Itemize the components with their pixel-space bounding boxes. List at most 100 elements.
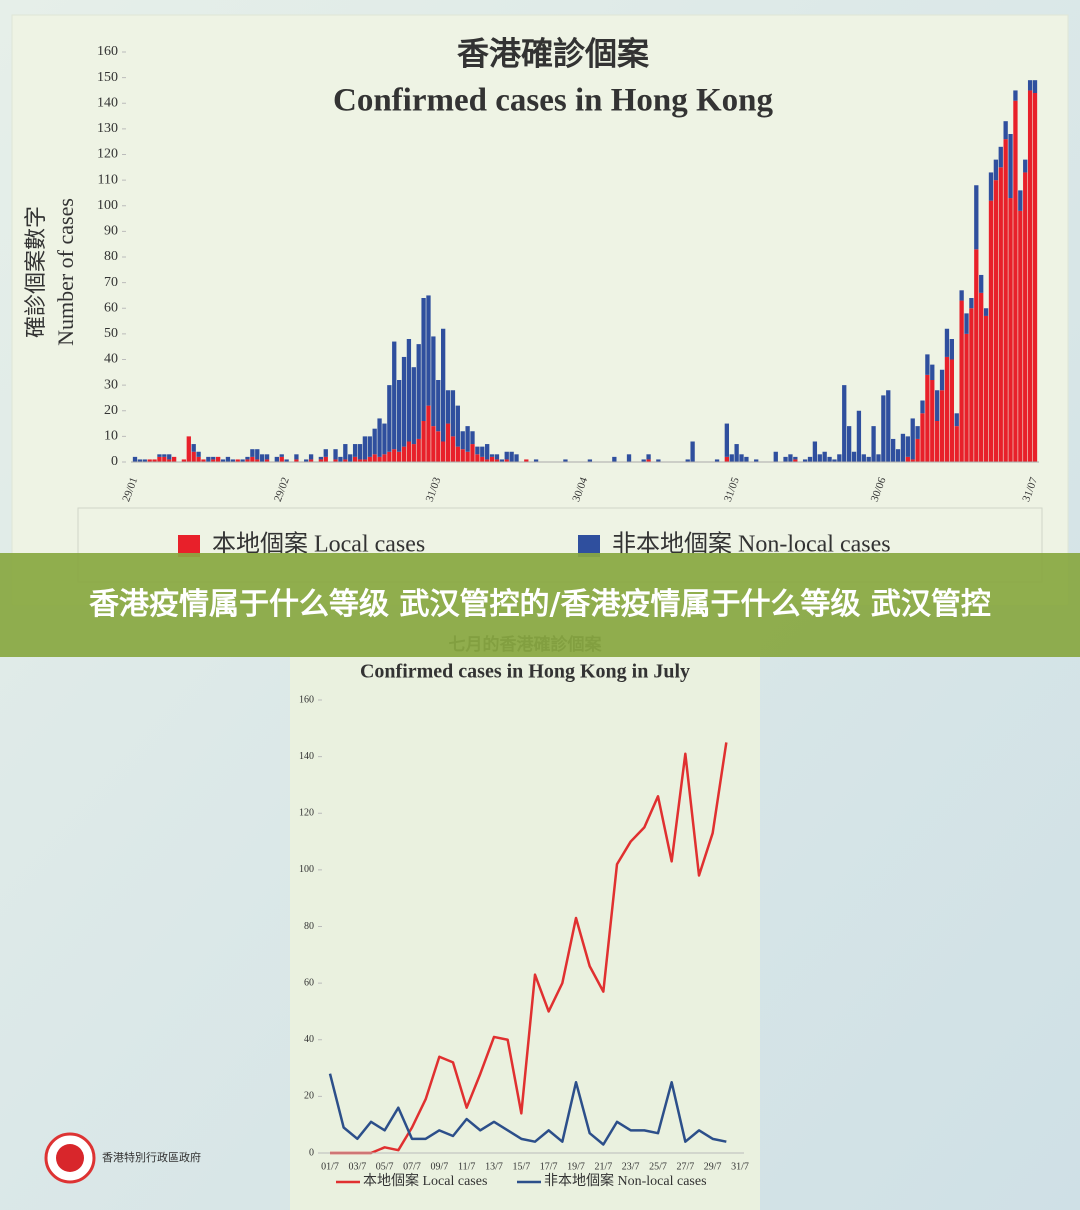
bar-segment <box>1003 139 1008 462</box>
bar-segment <box>284 459 289 462</box>
bar-segment <box>891 438 896 462</box>
bar-segment <box>480 456 485 462</box>
bar-segment <box>944 328 950 357</box>
bar-segment <box>910 418 915 460</box>
bar-segment <box>137 459 143 462</box>
bar-segment <box>494 459 500 462</box>
bar-segment <box>489 456 495 462</box>
bar-segment <box>832 459 837 462</box>
bar-segment <box>406 441 412 462</box>
y-axis-label: Number of cases <box>53 198 78 346</box>
bar-segment <box>455 446 460 462</box>
bar-segment <box>1027 90 1033 462</box>
x-tick-label: 23/7 <box>622 1161 640 1172</box>
bar-segment <box>157 456 162 462</box>
bar-segment <box>167 454 172 460</box>
bar-segment <box>822 451 827 462</box>
bar-segment <box>304 459 309 462</box>
y-tick-label: 60 <box>104 300 118 315</box>
bar-segment <box>935 421 940 462</box>
bar-segment <box>245 456 250 460</box>
bar-segment <box>1018 210 1023 462</box>
bar-segment <box>220 459 226 462</box>
y-tick-label: 120 <box>299 808 314 819</box>
bar-segment <box>974 185 979 250</box>
bar-segment <box>264 459 270 462</box>
bar-segment <box>475 454 480 462</box>
bar-segment <box>563 459 568 462</box>
y-tick-label: 40 <box>104 352 118 367</box>
bar-segment <box>866 456 871 462</box>
bar-segment <box>225 456 231 462</box>
bar-segment <box>470 444 475 462</box>
bar-segment <box>876 454 881 462</box>
y-tick-label: 60 <box>304 977 314 988</box>
bar-segment <box>445 390 451 424</box>
y-tick-label: 130 <box>97 121 118 136</box>
legend-swatch <box>178 535 200 557</box>
bar-segment <box>162 456 167 462</box>
bar-segment <box>842 385 847 462</box>
bar-segment <box>734 444 739 462</box>
bar-segment <box>494 454 500 460</box>
bar-segment <box>783 456 788 462</box>
bar-segment <box>338 456 343 462</box>
bar-segment <box>690 441 695 462</box>
bar-segment <box>886 390 891 462</box>
bar-segment <box>895 449 901 462</box>
bar-segment <box>587 459 593 462</box>
bar-segment <box>333 449 338 460</box>
bar-segment <box>480 446 485 457</box>
y-tick-label: 90 <box>104 224 118 239</box>
y-tick-label: 20 <box>104 403 118 418</box>
bar-segment <box>382 423 387 455</box>
bar-segment <box>308 454 314 460</box>
bar-segment <box>920 400 925 414</box>
bar-segment <box>367 436 372 457</box>
bar-segment <box>255 449 260 460</box>
banner: 香港疫情属于什么等级 武汉管控的/香港疫情属于什么等级 武汉管控 <box>0 553 1080 657</box>
bar-segment <box>450 390 456 437</box>
bar-segment <box>793 456 798 460</box>
bar-segment <box>939 390 945 462</box>
bar-segment <box>646 459 651 462</box>
bar-segment <box>436 380 441 432</box>
bar-segment <box>387 385 392 452</box>
y-tick-label: 140 <box>299 751 314 762</box>
bar-segment <box>983 315 989 462</box>
bar-segment <box>445 423 451 462</box>
bar-segment <box>802 459 808 462</box>
bar-segment <box>827 456 832 462</box>
bar-segment <box>167 459 172 462</box>
y-axis-label: 確診個案數字 <box>23 206 48 338</box>
bar-segment <box>1023 159 1028 173</box>
bar-segment <box>396 380 402 452</box>
x-tick-label: 27/7 <box>676 1161 694 1172</box>
bar-segment <box>773 451 778 462</box>
bar-segment <box>949 339 954 360</box>
bar-segment <box>837 454 842 462</box>
bar-segment <box>235 459 240 462</box>
bar-segment <box>925 374 930 462</box>
bar-segment <box>294 459 299 462</box>
bar-segment <box>372 454 377 462</box>
bar-segment <box>724 456 729 462</box>
bar-segment <box>416 438 421 462</box>
bar-segment <box>362 436 368 460</box>
bar-segment <box>460 431 465 450</box>
bar-segment <box>988 172 994 201</box>
bar-segment <box>499 459 504 462</box>
bar-segment <box>714 459 720 462</box>
x-tick-label: 09/7 <box>430 1161 448 1172</box>
y-tick-label: 70 <box>104 275 118 290</box>
bar-segment <box>470 431 475 445</box>
bar-segment <box>196 451 201 457</box>
bar-segment <box>475 446 480 455</box>
bar-segment <box>915 426 920 439</box>
bar-segment <box>460 449 465 462</box>
bar-segment <box>724 423 729 457</box>
x-tick-label: 03/7 <box>348 1161 366 1172</box>
line <box>328 1073 727 1146</box>
bar-segment <box>245 459 250 462</box>
bar-segment <box>426 295 431 406</box>
